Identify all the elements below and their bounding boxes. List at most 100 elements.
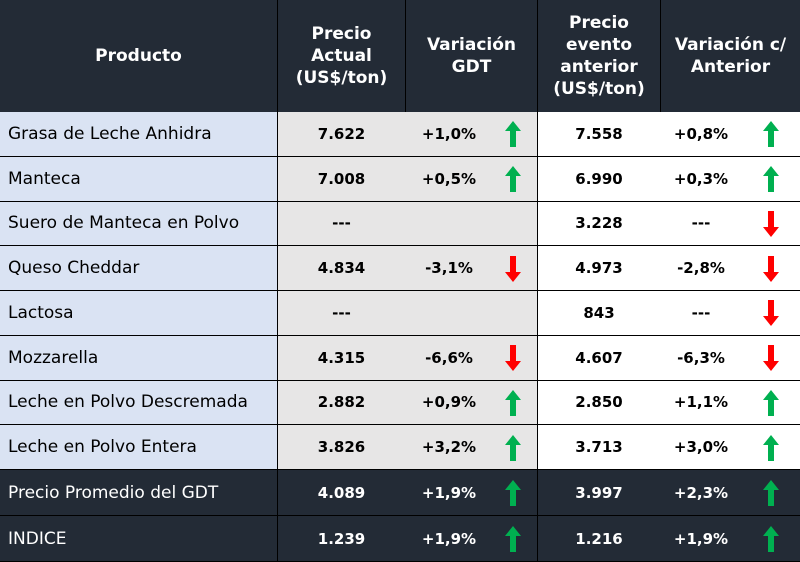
variation: +1,9% xyxy=(421,529,477,548)
arrow-up xyxy=(505,166,521,193)
header-line: evento xyxy=(565,35,633,55)
header-line: (US$/ton) xyxy=(295,68,388,88)
price: 4.315 xyxy=(277,335,405,381)
price: 4.607 xyxy=(537,335,660,381)
variation: +1,1% xyxy=(673,393,729,412)
product-name: Leche en Polvo Entera xyxy=(0,425,277,470)
arrow-up xyxy=(505,526,521,552)
product-name: INDICE xyxy=(0,516,277,562)
arrow-down xyxy=(763,210,779,237)
arrow-up xyxy=(505,121,521,148)
price: --- xyxy=(277,201,405,247)
variation: +0,9% xyxy=(421,393,477,412)
variation: +0,5% xyxy=(421,169,477,188)
arrow-shape xyxy=(505,255,521,282)
product-name: Precio Promedio del GDT xyxy=(0,470,277,516)
variation-cell: -6,3% xyxy=(660,335,800,381)
variation-cell: --- xyxy=(660,291,800,336)
arrow-up xyxy=(763,389,779,416)
price: 7.008 xyxy=(277,156,405,202)
arrow-shape xyxy=(763,345,779,372)
variation: -3,1% xyxy=(425,259,473,278)
arrow-shape xyxy=(505,166,521,193)
price: --- xyxy=(277,291,405,336)
product-name: Leche en Polvo Descremada xyxy=(0,380,277,426)
header-line: (US$/ton) xyxy=(553,79,645,99)
price: 1.216 xyxy=(537,516,660,562)
arrow-shape xyxy=(763,210,779,237)
product-name: Queso Cheddar xyxy=(0,246,277,291)
price: 4.089 xyxy=(277,470,405,516)
product-name: Manteca xyxy=(0,156,277,202)
arrow-shape xyxy=(505,389,521,416)
variation-cell: +1,9% xyxy=(660,516,800,562)
arrow-up xyxy=(505,389,521,416)
price: 7.622 xyxy=(277,112,405,157)
header-cell: Variación c/Anterior xyxy=(660,0,800,112)
header-line: Variación xyxy=(426,35,517,55)
product-name: Lactosa xyxy=(0,291,277,336)
price: 3.228 xyxy=(537,201,660,247)
price: 4.973 xyxy=(537,246,660,291)
variation-cell xyxy=(405,201,537,247)
arrow-shape xyxy=(763,166,779,193)
arrow-up xyxy=(505,434,521,461)
variation-cell: --- xyxy=(660,201,800,247)
arrow-shape xyxy=(763,255,779,282)
header-line: Precio xyxy=(311,24,372,44)
variation: +1,9% xyxy=(421,483,477,502)
arrow-shape xyxy=(763,434,779,461)
price: 3.826 xyxy=(277,425,405,470)
arrow-shape xyxy=(505,121,521,148)
price: 843 xyxy=(537,291,660,336)
arrow-shape xyxy=(763,480,779,506)
arrow-shape xyxy=(505,480,521,506)
arrow-up xyxy=(763,526,779,552)
variation-cell: -2,8% xyxy=(660,246,800,291)
arrow-up xyxy=(505,480,521,506)
header-line: anterior xyxy=(560,57,638,77)
price: 1.239 xyxy=(277,516,405,562)
header-cell: Precio Actual (US$/ton) xyxy=(277,0,405,112)
price: 6.990 xyxy=(537,156,660,202)
header-line: Anterior xyxy=(690,57,771,77)
variation: +1,0% xyxy=(421,124,477,143)
variation-cell xyxy=(405,291,537,336)
arrow-shape xyxy=(505,345,521,372)
variation-cell: +2,3% xyxy=(660,470,800,516)
variation: --- xyxy=(691,303,711,322)
header-line: Precio xyxy=(569,13,629,33)
price: 3.997 xyxy=(537,470,660,516)
arrow-down xyxy=(505,345,521,372)
variation: --- xyxy=(691,214,711,233)
variation-cell: +0,8% xyxy=(660,112,800,157)
price: 7.558 xyxy=(537,112,660,157)
arrow-up xyxy=(763,121,779,148)
header-cell: Producto xyxy=(0,0,277,112)
variation-cell: +0,5% xyxy=(405,156,537,202)
arrow-up xyxy=(763,480,779,506)
arrow-down xyxy=(763,255,779,282)
variation-cell: +1,1% xyxy=(660,380,800,426)
arrow-shape xyxy=(505,526,521,552)
variation: -6,6% xyxy=(425,348,473,367)
product-name: Suero de Manteca en Polvo xyxy=(0,201,277,247)
header-line: GDT xyxy=(451,57,492,77)
variation: +1,9% xyxy=(673,529,729,548)
arrow-shape xyxy=(763,300,779,327)
header-cell: Precio evento anterior (US$/ton) xyxy=(537,0,660,112)
arrow-up xyxy=(763,434,779,461)
variation: +0,8% xyxy=(673,124,729,143)
variation: +3,0% xyxy=(673,438,729,457)
arrow-up xyxy=(763,166,779,193)
product-name: Grasa de Leche Anhidra xyxy=(0,112,277,157)
arrow-shape xyxy=(763,389,779,416)
header-cell: Variación GDT xyxy=(405,0,537,112)
variation: -2,8% xyxy=(677,259,725,278)
arrow-shape xyxy=(763,121,779,148)
arrow-shape xyxy=(763,526,779,552)
variation: +3,2% xyxy=(421,438,477,457)
arrow-shape xyxy=(505,434,521,461)
variation-cell: +0,3% xyxy=(660,156,800,202)
price: 2.882 xyxy=(277,380,405,426)
